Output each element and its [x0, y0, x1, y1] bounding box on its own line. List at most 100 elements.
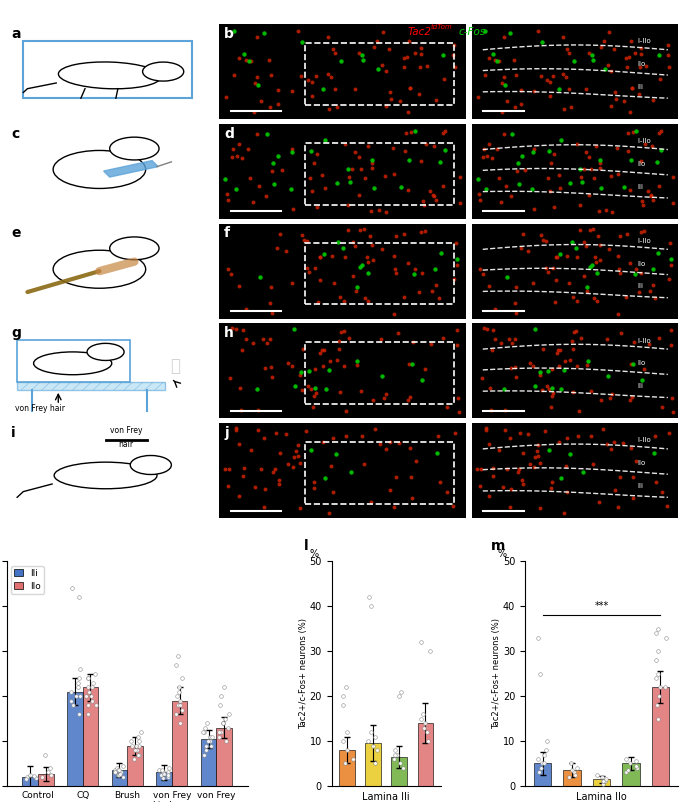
- Point: [622, 144, 633, 157]
- Text: IIi: IIi: [637, 483, 643, 489]
- Point: [395, 757, 406, 770]
- Bar: [201, 739, 216, 786]
- Point: [299, 234, 310, 247]
- Point: [310, 381, 321, 394]
- Point: [379, 170, 390, 183]
- Text: i: i: [11, 426, 16, 440]
- Point: [535, 366, 546, 379]
- Point: [397, 762, 408, 775]
- Point: [175, 695, 186, 707]
- Point: [566, 334, 577, 347]
- Point: [627, 471, 638, 484]
- Point: [624, 257, 635, 269]
- Point: [636, 225, 647, 238]
- Point: [21, 771, 32, 784]
- Point: [409, 268, 420, 281]
- Point: [358, 54, 369, 67]
- Point: [199, 721, 210, 734]
- Point: [546, 481, 557, 494]
- Point: [392, 748, 403, 761]
- Point: [133, 735, 144, 747]
- Point: [358, 457, 369, 470]
- Point: [240, 333, 251, 346]
- Point: [547, 387, 558, 399]
- Point: [250, 480, 261, 493]
- Point: [563, 277, 574, 290]
- Point: [518, 228, 529, 241]
- Point: [401, 127, 412, 140]
- Ellipse shape: [87, 343, 124, 360]
- Point: [578, 162, 589, 175]
- Point: [251, 382, 262, 395]
- Point: [366, 600, 377, 613]
- Point: [260, 189, 271, 202]
- Point: [223, 707, 234, 720]
- Point: [395, 95, 406, 107]
- Point: [481, 183, 492, 196]
- Point: [246, 55, 257, 67]
- Text: I–IIo: I–IIo: [637, 38, 651, 44]
- Point: [554, 359, 565, 372]
- Point: [606, 206, 617, 219]
- Point: [363, 591, 374, 604]
- Point: [25, 769, 36, 782]
- Point: [352, 354, 363, 367]
- Point: [327, 43, 338, 56]
- Point: [267, 164, 278, 177]
- Point: [266, 281, 277, 294]
- Point: [172, 699, 183, 711]
- Point: [339, 250, 350, 263]
- Text: e: e: [11, 226, 21, 241]
- Point: [575, 331, 586, 344]
- Point: [242, 143, 253, 156]
- Point: [536, 229, 547, 241]
- Text: tdTom: tdTom: [430, 24, 452, 30]
- Point: [298, 342, 309, 355]
- Point: [628, 336, 639, 349]
- Point: [118, 759, 129, 772]
- Point: [201, 743, 212, 756]
- Point: [664, 236, 675, 249]
- Point: [650, 291, 661, 304]
- Point: [614, 471, 625, 484]
- Point: [266, 371, 277, 383]
- Ellipse shape: [110, 237, 159, 260]
- Point: [306, 145, 316, 158]
- Point: [493, 172, 504, 184]
- Point: [399, 60, 410, 73]
- Point: [645, 284, 656, 297]
- Point: [668, 170, 679, 183]
- Point: [351, 358, 362, 371]
- Point: [255, 271, 266, 284]
- Point: [612, 307, 623, 320]
- Point: [362, 140, 373, 153]
- Point: [89, 667, 100, 680]
- Point: [349, 240, 360, 253]
- Point: [262, 128, 273, 140]
- Ellipse shape: [142, 62, 184, 81]
- Point: [516, 98, 527, 111]
- Point: [322, 30, 333, 43]
- Point: [612, 141, 623, 154]
- Point: [264, 100, 275, 113]
- Point: [550, 295, 561, 308]
- Point: [651, 627, 662, 640]
- Point: [505, 26, 516, 39]
- Point: [626, 441, 637, 454]
- Point: [319, 343, 330, 356]
- Point: [405, 82, 416, 95]
- Point: [82, 672, 93, 685]
- Point: [535, 502, 546, 515]
- Point: [359, 291, 370, 304]
- Point: [319, 248, 329, 261]
- Point: [205, 735, 216, 747]
- Point: [295, 502, 306, 515]
- Point: [216, 726, 227, 739]
- Point: [129, 743, 140, 756]
- Point: [416, 154, 427, 167]
- Point: [314, 251, 325, 264]
- Point: [601, 203, 612, 216]
- Point: [638, 198, 649, 211]
- Point: [379, 391, 390, 404]
- Point: [325, 71, 336, 83]
